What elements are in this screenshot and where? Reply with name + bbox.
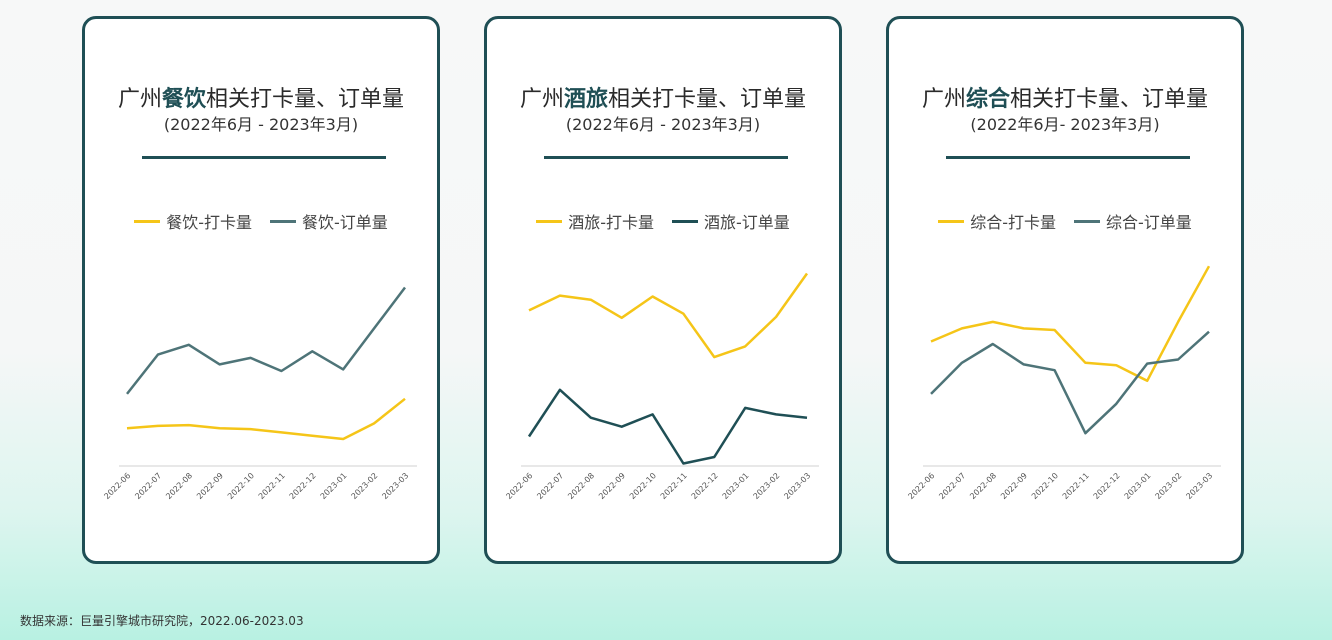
legend-label: 综合-打卡量 <box>970 213 1056 232</box>
legend-swatch <box>134 219 161 223</box>
line-chart: 2022-06 2022-07 2022-08 2022-09 2022-10 2022-… <box>906 265 1221 501</box>
x-tick-label: 2022-09 <box>195 471 225 501</box>
series-line <box>126 286 406 395</box>
x-tick-label: 2022-12 <box>288 471 318 501</box>
legend-item: 综合-订单量 <box>1074 209 1192 233</box>
line-chart: 2022-06 2022-07 2022-08 2022-09 2022-10 2022-… <box>102 286 417 501</box>
x-tick-label: 2023-01 <box>1123 471 1153 501</box>
series-line <box>527 388 808 465</box>
x-tick-label: 2022-12 <box>1092 471 1122 501</box>
title-divider <box>142 156 386 159</box>
legend-label: 餐饮-订单量 <box>302 213 388 232</box>
x-tick-label: 2022-08 <box>164 471 194 501</box>
x-tick-label: 2022-09 <box>999 471 1029 501</box>
x-tick-label: 2022-07 <box>133 471 163 501</box>
legend-item: 综合-打卡量 <box>938 209 1056 233</box>
x-tick-label: 2022-11 <box>257 471 287 501</box>
x-tick-label: 2023-01 <box>721 471 751 501</box>
x-tick-label: 2022-06 <box>504 471 534 501</box>
x-tick-label: 2022-12 <box>690 471 720 501</box>
legend-swatch <box>1074 219 1100 223</box>
panel-combined: 广州综合相关打卡量、订单量 (2022年6月- 2023年3月) 综合-打卡量 … <box>886 16 1244 564</box>
panel-hotel-travel: 广州酒旅相关打卡量、订单量 (2022年6月 - 2023年3月) 酒旅-打卡量… <box>484 16 842 564</box>
legend-label: 酒旅-打卡量 <box>568 213 654 232</box>
legend-swatch <box>270 219 296 223</box>
chart-legend: 餐饮-打卡量 餐饮-订单量 <box>85 209 437 233</box>
x-tick-label: 2022-06 <box>102 471 132 501</box>
x-tick-label: 2023-03 <box>782 471 812 501</box>
legend-swatch <box>536 219 563 223</box>
x-tick-label: 2023-02 <box>752 471 782 501</box>
legend-item: 酒旅-打卡量 <box>536 209 654 233</box>
x-tick-label: 2023-03 <box>1184 471 1214 501</box>
panel-catering: 广州餐饮相关打卡量、订单量 (2022年6月 - 2023年3月) 餐饮-打卡量… <box>82 16 440 564</box>
panel-subtitle: (2022年6月 - 2023年3月) <box>565 115 761 134</box>
x-tick-label: 2022-08 <box>968 471 998 501</box>
legend-item: 餐饮-订单量 <box>270 209 388 233</box>
legend-swatch <box>672 219 698 223</box>
chart-legend: 酒旅-打卡量 酒旅-订单量 <box>487 209 839 233</box>
x-tick-label: 2022-06 <box>906 471 936 501</box>
x-tick-label: 2022-08 <box>566 471 596 501</box>
x-tick-label: 2022-07 <box>937 471 967 501</box>
line-chart: 2022-06 2022-07 2022-08 2022-09 2022-10 2022-… <box>504 272 819 501</box>
legend-item: 酒旅-订单量 <box>672 209 790 233</box>
legend-label: 餐饮-打卡量 <box>166 213 252 232</box>
x-tick-label: 2023-02 <box>350 471 380 501</box>
legend-label: 酒旅-订单量 <box>704 213 790 232</box>
x-tick-label: 2022-09 <box>597 471 627 501</box>
series-line <box>930 265 1211 383</box>
x-tick-label: 2022-11 <box>1061 471 1091 501</box>
series-line <box>126 397 406 441</box>
panel-subtitle: (2022年6月- 2023年3月) <box>970 115 1160 134</box>
chart-legend: 综合-打卡量 综合-订单量 <box>889 209 1241 233</box>
panel-title: 广州综合相关打卡量、订单量 <box>921 87 1209 112</box>
x-tick-label: 2022-11 <box>659 471 689 501</box>
x-tick-label: 2022-10 <box>1030 471 1060 501</box>
title-divider <box>544 156 788 159</box>
x-tick-label: 2023-03 <box>380 471 410 501</box>
panel-title: 广州酒旅相关打卡量、订单量 <box>519 87 807 112</box>
x-tick-label: 2022-10 <box>628 471 658 501</box>
series-line <box>930 330 1210 435</box>
panel-title: 广州餐饮相关打卡量、订单量 <box>117 87 405 112</box>
legend-item: 餐饮-打卡量 <box>134 209 252 233</box>
x-tick-label: 2022-07 <box>535 471 565 501</box>
x-tick-label: 2023-01 <box>319 471 349 501</box>
panel-subtitle: (2022年6月 - 2023年3月) <box>163 115 359 134</box>
legend-label: 综合-订单量 <box>1106 213 1192 232</box>
x-tick-label: 2023-02 <box>1154 471 1184 501</box>
title-divider <box>946 156 1190 159</box>
x-tick-label: 2022-10 <box>226 471 256 501</box>
legend-swatch <box>938 219 965 223</box>
series-line <box>528 272 809 359</box>
data-source-note: 数据来源：巨量引擎城市研究院，2022.06-2023.03 <box>20 614 304 628</box>
